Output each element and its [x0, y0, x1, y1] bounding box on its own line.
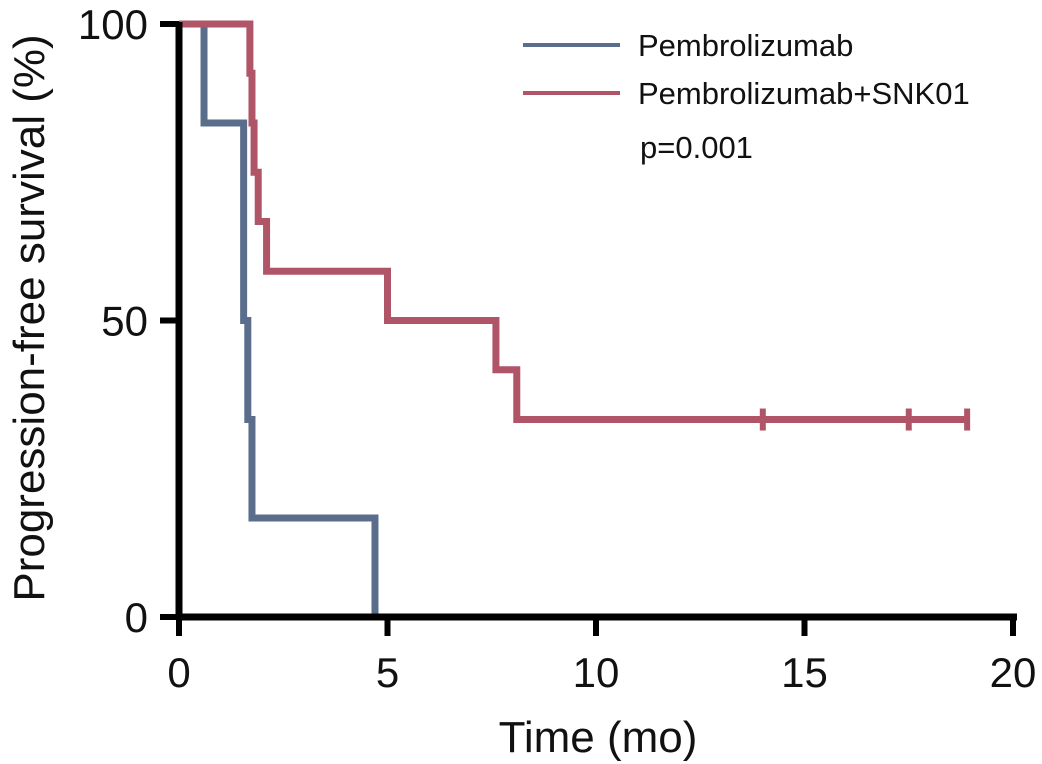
legend-label-pembrolizumab: Pembrolizumab: [638, 28, 853, 63]
x-tick-label: 5: [376, 649, 399, 696]
y-tick-label: 100: [78, 1, 148, 48]
x-axis-title: Time (mo): [499, 713, 698, 762]
plot-series: [179, 20, 971, 617]
y-ticks: 0 50 100: [78, 1, 179, 641]
y-tick-label: 0: [125, 594, 148, 641]
p-value-annotation: p=0.001: [640, 130, 753, 165]
series-line-pembrolizumab-snk01: [179, 20, 968, 424]
x-ticks: 0 5 10 15 20: [167, 617, 1036, 696]
y-tick-label: 50: [101, 298, 148, 345]
x-tick-label: 10: [573, 649, 620, 696]
x-tick-label: 15: [781, 649, 828, 696]
x-tick-label: 20: [990, 649, 1037, 696]
legend: Pembrolizumab Pembrolizumab+SNK01: [523, 28, 970, 111]
axes: [175, 22, 1017, 621]
x-tick-label: 0: [167, 649, 190, 696]
legend-label-pembrolizumab-snk01: Pembrolizumab+SNK01: [638, 76, 970, 111]
series-line-pembrolizumab: [179, 20, 379, 617]
y-axis-title: Progression-free survival (%): [5, 34, 54, 601]
